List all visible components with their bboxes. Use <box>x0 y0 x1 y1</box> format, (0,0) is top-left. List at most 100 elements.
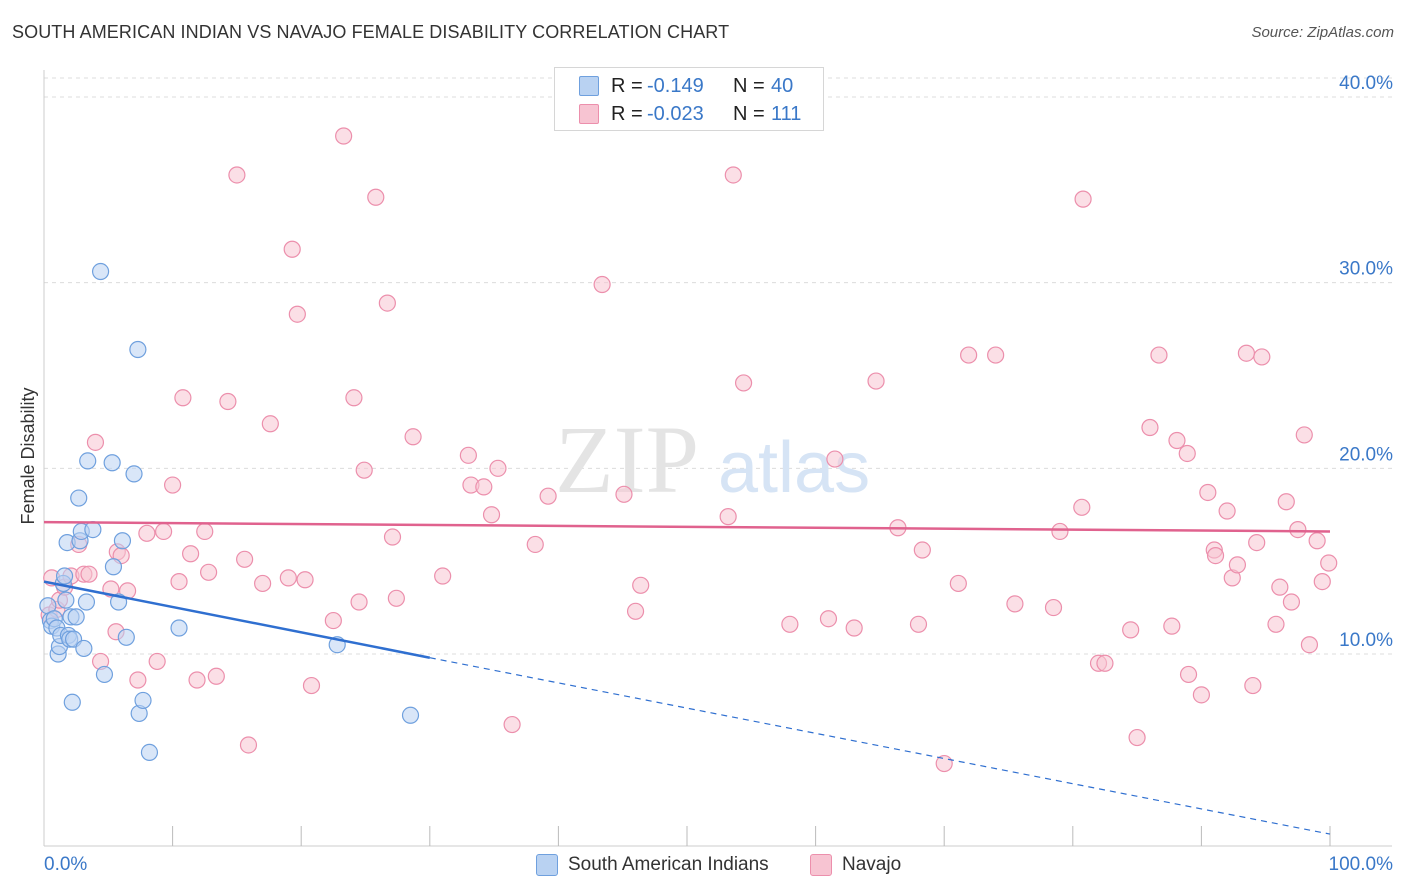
navajo-point <box>200 563 218 581</box>
navajo-point <box>615 485 633 503</box>
navajo-point <box>1179 665 1198 684</box>
navajo-point <box>632 576 650 594</box>
trend-lines <box>43 520 1331 835</box>
navajo-point <box>261 415 279 433</box>
legend-n-label: N = <box>733 102 765 125</box>
legend-n-label: N = <box>733 74 765 97</box>
y-tick-label: 10.0% <box>1339 630 1393 651</box>
south-american-indian-point <box>103 454 121 472</box>
navajo-point <box>129 671 147 689</box>
y-axis-title: Female Disability <box>18 387 38 524</box>
navajo-point <box>1141 418 1159 437</box>
navajo-point <box>1308 532 1326 550</box>
south-american-indian-point <box>79 452 97 470</box>
navajo-point <box>909 615 928 633</box>
navajo-point <box>459 446 477 464</box>
navajo-point <box>404 428 422 446</box>
navajo-point <box>1277 493 1295 511</box>
navajo-point <box>387 589 405 607</box>
navajo-point <box>1295 426 1313 444</box>
legend-r-label: R = <box>611 74 643 97</box>
navajo-point <box>724 166 742 184</box>
navajo-point <box>1253 348 1271 366</box>
navajo-point <box>345 389 363 407</box>
legend-n-value: 111 <box>771 102 802 125</box>
navajo-point <box>174 389 192 407</box>
navajo-point <box>1271 578 1289 596</box>
navajo-point <box>138 524 156 542</box>
navajo-point <box>378 294 396 312</box>
navajo-point <box>819 610 838 628</box>
navajo-point <box>1122 621 1140 639</box>
navajo-point <box>434 567 452 585</box>
legend-swatch-pink <box>579 104 599 124</box>
navajo-point <box>207 667 225 685</box>
navajo-point <box>503 715 521 734</box>
series-legend-navajo[interactable]: Navajo <box>810 852 901 878</box>
navajo-point <box>1163 617 1181 635</box>
legend-r-value: -0.149 <box>647 74 704 97</box>
x-tick-label-min: 0.0% <box>44 854 87 875</box>
navajo-point <box>987 346 1005 364</box>
navajo-point <box>1199 483 1217 502</box>
series-legend-south-american-indians[interactable]: South American Indians <box>536 852 769 878</box>
legend-r-label: R = <box>611 102 643 125</box>
navajo-point <box>1228 556 1247 574</box>
navajo-point <box>383 528 402 546</box>
y-tick-label: 40.0% <box>1339 73 1393 94</box>
navajo-trend-line <box>43 520 1331 533</box>
navajo-point <box>324 611 342 630</box>
south-american-indians-trend-line <box>43 580 431 659</box>
navajo-point <box>1178 444 1196 463</box>
navajo-point <box>254 574 272 593</box>
navajo-point <box>1206 546 1225 565</box>
south-american-indian-point <box>140 743 159 762</box>
navajo-point <box>913 541 931 559</box>
south-american-indian-point <box>57 591 75 609</box>
navajo-point <box>475 478 493 496</box>
navajo-point <box>1168 431 1186 450</box>
navajo-point <box>1051 522 1069 541</box>
navajo-point <box>1300 636 1319 654</box>
south-american-indian-point <box>70 489 88 507</box>
navajo-point <box>1237 344 1256 362</box>
navajo-point <box>1096 654 1114 672</box>
navajo-point <box>228 166 246 184</box>
navajo-point <box>489 459 507 477</box>
navajo-point <box>1313 572 1331 591</box>
navajo-point <box>1244 676 1262 695</box>
navajo-point <box>1150 346 1168 364</box>
navajo-point <box>960 346 978 364</box>
south-american-indian-point <box>401 706 420 724</box>
navajo-point <box>719 508 737 526</box>
y-tick-label: 30.0% <box>1339 259 1393 280</box>
navajo-point <box>148 652 166 671</box>
navajo-point <box>288 305 306 323</box>
navajo-point <box>196 522 214 541</box>
navajo-point <box>154 522 173 541</box>
navajo-point <box>335 127 353 145</box>
x-tick-label-max: 100.0% <box>1329 854 1394 875</box>
south-american-indian-point <box>77 593 96 611</box>
y-tick-labels: 10.0% 20.0% 30.0% 40.0% <box>1339 73 1393 651</box>
south-american-indians-trend-extension <box>429 657 1331 835</box>
navajo-point <box>182 545 200 563</box>
south-american-indian-point <box>67 608 85 626</box>
navajo-point <box>1074 190 1092 208</box>
series-swatch-pink <box>810 854 832 876</box>
navajo-point <box>302 676 321 695</box>
navajo-point <box>1192 686 1211 704</box>
south-american-indian-point <box>117 628 135 646</box>
series-label-south-american-indians: South American Indians <box>568 854 769 875</box>
chart-title: SOUTH AMERICAN INDIAN VS NAVAJO FEMALE D… <box>12 22 730 42</box>
navajo-point <box>734 374 753 392</box>
navajo-point <box>781 615 799 633</box>
south-american-indian-point <box>84 521 102 539</box>
correlation-legend: R = -0.149 N = 40 R = -0.023 N = 111 <box>554 67 824 131</box>
south-american-indian-point <box>104 558 123 576</box>
south-american-indian-points <box>39 262 420 762</box>
south-american-indian-point <box>134 691 152 710</box>
navajo-point <box>283 240 301 258</box>
navajo-point <box>593 275 611 294</box>
axes <box>43 70 1392 847</box>
